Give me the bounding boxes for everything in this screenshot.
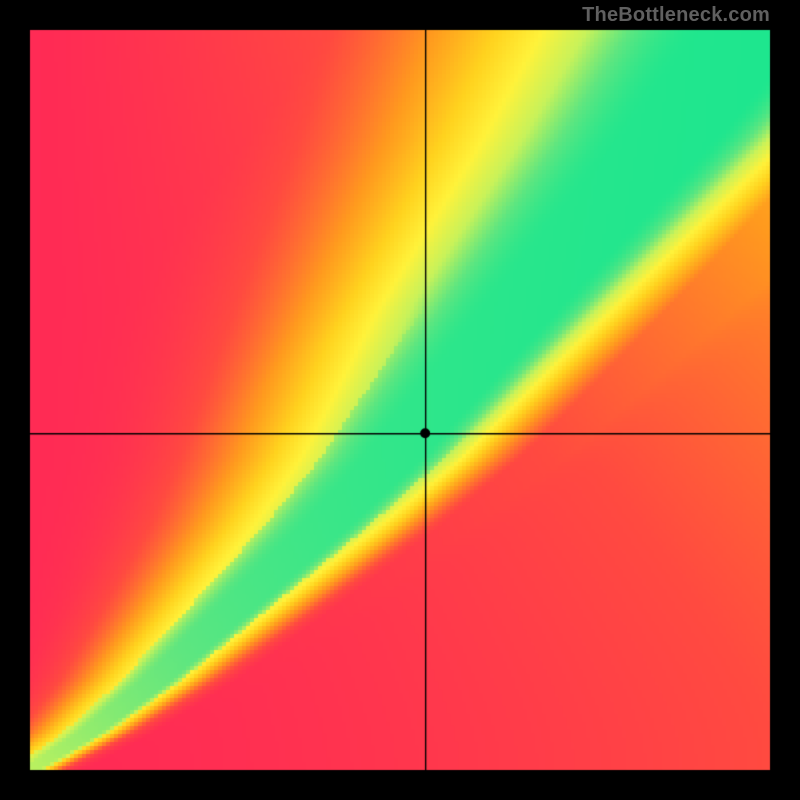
watermark-text: TheBottleneck.com xyxy=(582,4,770,27)
chart-container: TheBottleneck.com xyxy=(0,0,800,800)
heatmap-canvas xyxy=(0,0,800,800)
